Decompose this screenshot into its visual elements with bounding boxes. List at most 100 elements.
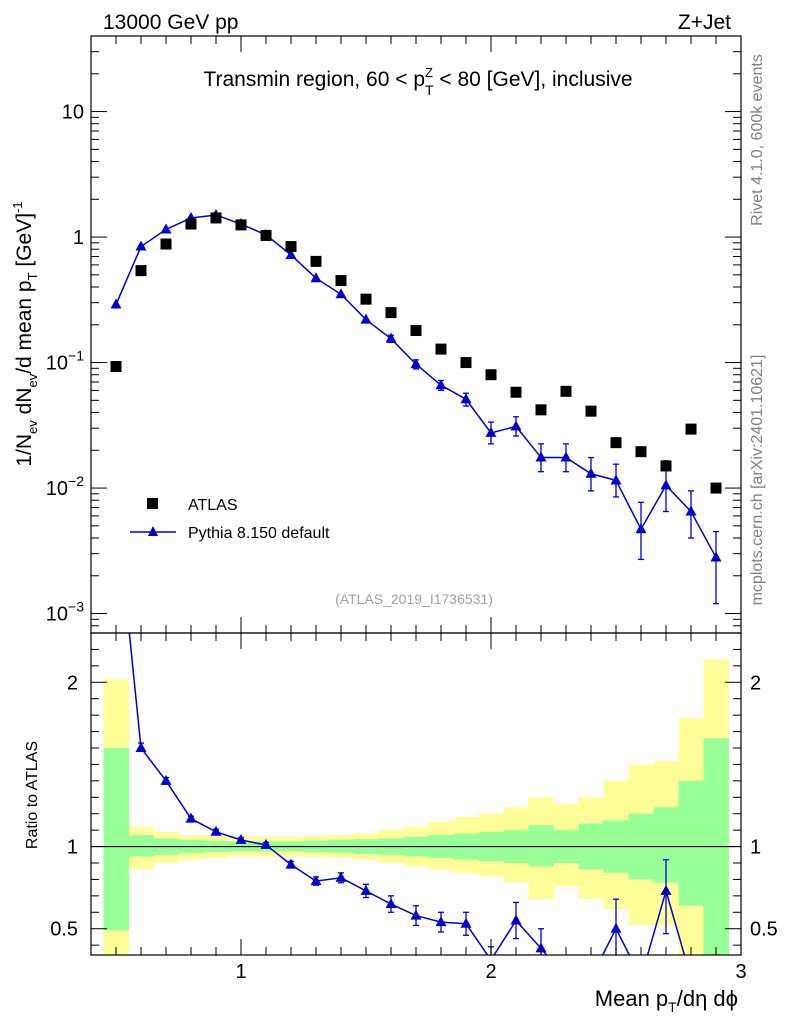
data-point (335, 275, 347, 287)
x-tick-label: 1 (235, 961, 246, 983)
analysis-watermark: (ATLAS_2019_I1736531) (335, 591, 493, 607)
ratio-point (135, 742, 147, 752)
mc-point (135, 240, 147, 251)
ratio-point (260, 838, 272, 849)
main-panel: 10−3 10−2 10−1 1 10 Transmin region, 60 < pZ… (10, 35, 742, 634)
y-tick-label: 10 (62, 102, 84, 124)
ratio-panel: 0.5 0.5 1 1 2 2 1 2 3 Ratio to ATLAS (24, 632, 778, 983)
y-tick-label: 10−1 (46, 348, 84, 375)
data-point (610, 437, 622, 449)
mc-point (160, 223, 172, 234)
ratio-point (160, 774, 172, 785)
data-point (260, 229, 272, 241)
ratio-point (360, 884, 372, 895)
ratio-point (660, 884, 672, 895)
mc-point (510, 420, 522, 431)
process-label: Z+Jet (678, 11, 731, 34)
legend-data-marker (147, 498, 158, 509)
legend: ATLAS Pythia 8.150 default (130, 497, 330, 542)
ratio-band-inner (128, 835, 154, 857)
mc-point (435, 379, 447, 390)
data-point (560, 385, 572, 397)
ratio-band-inner (103, 748, 129, 931)
main-marks (110, 208, 722, 605)
ratio-marks (128, 633, 686, 955)
legend-mc-label: Pythia 8.150 default (188, 525, 330, 542)
data-point (585, 405, 597, 417)
data-point (485, 369, 497, 381)
ratio-y-axis-label: Ratio to ATLAS (24, 741, 41, 849)
ratio-point (185, 812, 197, 823)
data-point (210, 212, 222, 224)
ratio-point (435, 916, 447, 927)
mc-point (285, 248, 297, 259)
mc-point (335, 288, 347, 299)
ratio-point (460, 917, 472, 928)
mc-point (585, 467, 597, 478)
collision-label: 13000 GeV pp (103, 11, 238, 34)
rivet-version-label: Rivet 4.1.0, 600k events (749, 54, 766, 226)
data-point (385, 307, 397, 319)
ratio-tick-labels: 0.5 0.5 1 1 2 2 1 2 3 (50, 672, 778, 983)
ratio-y-tick-label-left: 1 (67, 837, 78, 859)
data-point (660, 460, 672, 472)
main-y-tick-labels: 10−3 10−2 10−1 1 10 (46, 102, 84, 626)
ratio-point (235, 834, 247, 844)
data-point (185, 218, 197, 230)
mcplots-label: mcplots.cern.ch [arXiv:2401.10621] (749, 355, 766, 606)
data-point (710, 482, 722, 494)
data-point (160, 238, 172, 250)
mc-point (110, 298, 122, 309)
mc-point (360, 313, 372, 324)
data-point (285, 241, 297, 253)
data-point (435, 343, 447, 355)
data-point (310, 255, 322, 267)
data-point (685, 423, 697, 435)
x-tick-label: 2 (485, 961, 496, 983)
ratio-point (410, 909, 422, 920)
ratio-y-tick-label-right: 1 (750, 837, 761, 859)
data-point (460, 357, 472, 369)
data-point (410, 325, 422, 337)
y-tick-label: 1 (73, 227, 84, 249)
ratio-point (610, 922, 622, 933)
ratio-y-tick-label-left: 0.5 (50, 919, 78, 941)
data-point (635, 446, 647, 458)
data-point (110, 361, 122, 373)
mc-point (535, 451, 547, 462)
data-point (510, 386, 522, 398)
main-ticks (91, 35, 741, 634)
chart-title: Transmin region, 60 < pZ T < 80 [GeV], in… (203, 65, 632, 98)
ratio-band-inner (528, 825, 554, 867)
mc-point (635, 523, 647, 534)
ratio-y-tick-label-right: 0.5 (750, 919, 778, 941)
mc-point (685, 505, 697, 516)
ratio-y-tick-label-left: 2 (67, 672, 78, 694)
y-axis-label: 1/Nev dNev/d mean pT [GeV]-1 (10, 201, 40, 466)
mc-point (710, 551, 722, 562)
ratio-ticks (91, 633, 741, 955)
ratio-point (210, 825, 222, 836)
x-tick-label: 3 (735, 961, 746, 983)
legend-mc-marker (148, 526, 158, 536)
data-point (535, 404, 547, 416)
mc-point (610, 474, 622, 485)
ratio-point (385, 898, 397, 909)
mc-point (460, 393, 472, 404)
mc-point (410, 358, 422, 369)
ratio-y-tick-label-right: 2 (750, 672, 761, 694)
ratio-point (285, 858, 297, 869)
data-point (235, 219, 247, 231)
ratio-point (510, 914, 522, 925)
mc-point (485, 426, 497, 437)
mc-point (310, 272, 322, 283)
ratio-band-inner (678, 780, 704, 906)
y-tick-label: 10−2 (46, 473, 84, 500)
x-axis-label: Mean pT/dη dϕ (595, 986, 738, 1015)
legend-data-label: ATLAS (188, 497, 238, 514)
data-point (135, 265, 147, 277)
ratio-point (335, 871, 347, 882)
mc-point (660, 479, 672, 490)
ratio-point (310, 875, 322, 886)
